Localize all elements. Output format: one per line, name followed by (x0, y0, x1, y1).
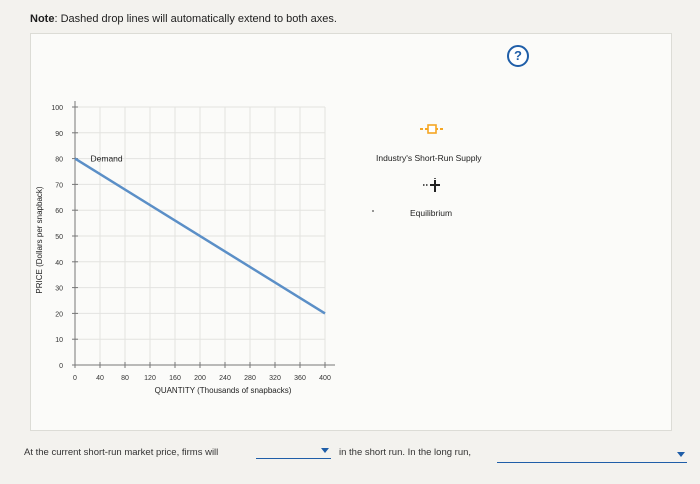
question-text-part1: At the current short-run market price, f… (24, 447, 219, 458)
demand-line (74, 157, 326, 315)
supply-legend-label: Industry's Short-Run Supply (376, 153, 482, 163)
question-text-part2: in the short run. In the long run, (339, 447, 472, 458)
y-tick-label: 100 (51, 105, 63, 112)
y-tick-label: 60 (55, 208, 63, 215)
x-tick-label: 400 (319, 375, 331, 382)
x-tick-label: 360 (294, 375, 306, 382)
question-row: At the current short-run market price, f… (24, 445, 700, 475)
x-tick-label: 160 (169, 375, 181, 382)
x-tick-label: 240 (219, 375, 231, 382)
y-tick-label: 80 (55, 157, 63, 164)
y-axis-label: PRICE (Dollars per snapback) (35, 186, 44, 293)
y-tick-label: 70 (55, 182, 63, 189)
y-tick-label: 20 (55, 311, 63, 318)
x-axis-label: QUANTITY (Thousands of snapbacks) (155, 386, 292, 395)
long-run-dropdown[interactable] (497, 449, 687, 463)
y-tick-label: 40 (55, 260, 63, 267)
chevron-down-icon (677, 452, 685, 457)
chevron-down-icon (321, 448, 329, 453)
y-tick-label: 0 (59, 363, 63, 370)
supply-tool-icon[interactable] (420, 122, 444, 136)
equilibrium-tool-icon[interactable] (422, 177, 442, 193)
stray-dot (372, 210, 374, 212)
y-tick-label: 50 (55, 234, 63, 241)
note-body: : Dashed drop lines will automatically e… (54, 13, 337, 25)
demand-label: Demand (91, 154, 123, 164)
y-tick-label: 10 (55, 337, 63, 344)
x-tick-label: 200 (194, 375, 206, 382)
note-text: Note: Dashed drop lines will automatical… (30, 13, 337, 25)
x-tick-label: 320 (269, 375, 281, 382)
equilibrium-legend-label: Equilibrium (410, 208, 453, 218)
y-tick-label: 30 (55, 286, 63, 293)
x-tick-label: 40 (96, 375, 104, 382)
help-icon[interactable]: ? (507, 45, 529, 67)
x-tick-label: 280 (244, 375, 256, 382)
short-run-dropdown[interactable] (256, 445, 331, 459)
x-tick-label: 120 (144, 375, 156, 382)
x-tick-label: 0 (73, 375, 77, 382)
x-tick-label: 80 (121, 375, 129, 382)
note-prefix: Note (30, 13, 55, 25)
y-tick-label: 90 (55, 131, 63, 138)
